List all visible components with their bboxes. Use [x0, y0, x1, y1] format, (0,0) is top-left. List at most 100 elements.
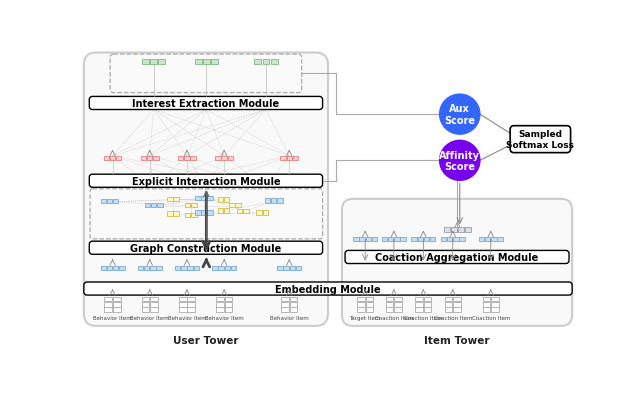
Bar [119, 266, 125, 271]
Bar [357, 308, 365, 312]
Text: Coaction Item: Coaction Item [374, 316, 413, 320]
Bar [185, 203, 191, 208]
Bar [157, 203, 163, 208]
Bar [104, 297, 112, 301]
Bar [394, 308, 402, 312]
Bar [150, 302, 158, 307]
Bar [262, 59, 269, 65]
Bar [262, 211, 268, 216]
Text: Target Item: Target Item [349, 316, 381, 320]
Text: Behavior Item: Behavior Item [270, 316, 308, 320]
Bar [394, 297, 402, 301]
Bar [483, 297, 490, 301]
Bar [216, 302, 224, 307]
Bar [100, 199, 106, 204]
Bar [191, 203, 196, 208]
Bar [147, 157, 152, 161]
Bar [290, 308, 298, 312]
Bar [218, 209, 223, 213]
Text: Affinity
Score: Affinity Score [439, 150, 480, 172]
Bar [150, 266, 156, 271]
Bar [167, 211, 173, 216]
Circle shape [440, 141, 480, 181]
Bar [113, 266, 118, 271]
Bar [243, 209, 248, 214]
Bar [228, 157, 233, 161]
FancyBboxPatch shape [342, 199, 572, 326]
Circle shape [440, 95, 480, 135]
Bar [188, 308, 195, 312]
Text: Coaction Aggregation Module: Coaction Aggregation Module [376, 252, 539, 262]
FancyBboxPatch shape [90, 97, 323, 110]
Bar [453, 237, 459, 242]
Bar [158, 59, 165, 65]
Bar [231, 266, 236, 271]
Text: Graph Construction Module: Graph Construction Module [131, 243, 282, 253]
Bar [188, 297, 195, 301]
Bar [216, 308, 224, 312]
Bar [237, 209, 243, 214]
Bar [167, 197, 173, 202]
Bar [386, 308, 394, 312]
Bar [458, 228, 464, 233]
Text: Coaction Item: Coaction Item [472, 316, 510, 320]
FancyBboxPatch shape [84, 282, 572, 295]
Bar [415, 297, 423, 301]
Bar [271, 199, 276, 203]
Bar [365, 237, 371, 242]
Bar [141, 302, 149, 307]
Bar [225, 266, 230, 271]
Bar [281, 308, 289, 312]
Bar [388, 237, 394, 242]
Bar [225, 297, 232, 301]
Bar [382, 237, 387, 242]
Bar [290, 302, 298, 307]
Text: Explicit Interaction Module: Explicit Interaction Module [132, 176, 280, 186]
Bar [207, 211, 213, 216]
Bar [271, 59, 278, 65]
Bar [372, 237, 377, 242]
Bar [365, 302, 373, 307]
Bar [417, 237, 423, 242]
Bar [491, 237, 497, 242]
Bar [281, 297, 289, 301]
Bar [483, 302, 490, 307]
Bar [141, 297, 149, 301]
Bar [424, 302, 431, 307]
Bar [394, 302, 402, 307]
Bar [412, 237, 417, 242]
FancyBboxPatch shape [90, 242, 323, 255]
Bar [142, 59, 149, 65]
Bar [138, 266, 143, 271]
Bar [188, 266, 193, 271]
Bar [229, 203, 235, 208]
Bar [491, 297, 499, 301]
Bar [424, 297, 431, 301]
Bar [460, 237, 465, 242]
Bar [207, 196, 213, 201]
Text: Behavior Item: Behavior Item [131, 316, 169, 320]
Bar [357, 297, 365, 301]
Bar [145, 203, 150, 208]
Bar [445, 297, 452, 301]
Bar [104, 308, 112, 312]
Bar [221, 157, 227, 161]
Bar [451, 228, 457, 233]
Bar [224, 198, 229, 202]
Text: Aux
Score: Aux Score [444, 104, 476, 126]
Bar [290, 297, 298, 301]
Bar [386, 297, 394, 301]
Bar [287, 157, 292, 161]
Bar [175, 266, 180, 271]
Bar [292, 157, 298, 161]
Text: Coaction Item: Coaction Item [404, 316, 443, 320]
Bar [296, 266, 301, 271]
Bar [179, 302, 187, 307]
Bar [284, 266, 289, 271]
Bar [184, 157, 189, 161]
Bar [445, 302, 452, 307]
Bar [188, 302, 195, 307]
Bar [256, 211, 262, 216]
Bar [173, 197, 179, 202]
Bar [110, 157, 115, 161]
